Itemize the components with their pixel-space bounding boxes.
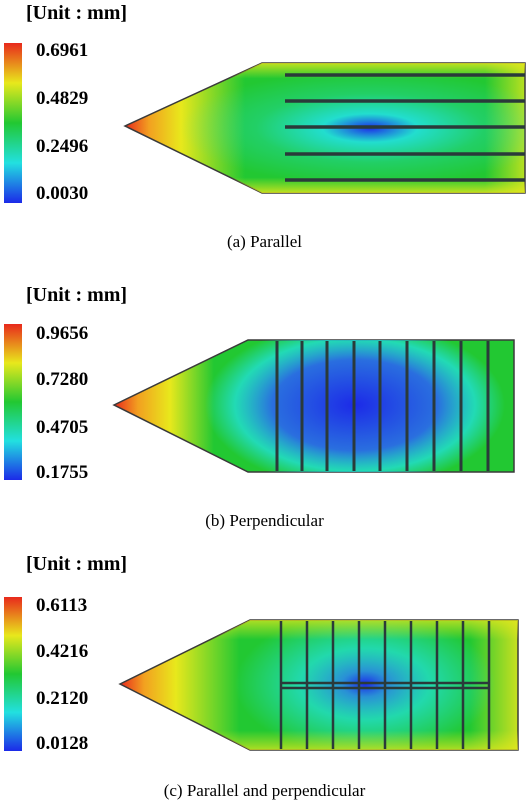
scale-tick-high: 0.4829 [36, 88, 89, 109]
caption-perpendicular: (b) Perpendicular [205, 511, 324, 530]
scale-tick-low: 0.2496 [36, 136, 89, 157]
color-scale-bar [4, 43, 22, 203]
caption-parallel: (a) Parallel [226, 232, 303, 251]
scale-tick-min: 0.1755 [36, 462, 89, 483]
scale-tick-low: 0.2120 [36, 688, 89, 709]
panel-perpendicular: [Unit : mm] 0.9656 0.7280 0.4705 0.1755 … [4, 284, 515, 530]
scale-tick-min: 0.0128 [36, 733, 89, 754]
unit-label: [Unit : mm] [26, 553, 128, 575]
scale-tick-min: 0.0030 [36, 183, 89, 204]
scale-tick-max: 0.9656 [36, 323, 89, 344]
scale-tick-low: 0.4705 [36, 417, 89, 438]
caption-parallel-and-perpendicular: (c) Parallel and perpendicular [163, 781, 366, 800]
scale-tick-max: 0.6113 [36, 595, 88, 616]
unit-label: [Unit : mm] [26, 2, 128, 24]
scale-tick-high: 0.4216 [36, 641, 89, 662]
deformation-plot-perpendicular [112, 339, 515, 473]
scale-tick-high: 0.7280 [36, 369, 89, 390]
scale-tick-max: 0.6961 [36, 40, 89, 61]
deformation-plot-parallel [123, 62, 526, 194]
unit-label: [Unit : mm] [26, 284, 128, 306]
color-scale-bar [4, 324, 22, 480]
panel-parallel: [Unit : mm] 0.6961 0.4829 0.2496 0.0030 … [0, 0, 529, 260]
color-scale-bar [4, 597, 22, 751]
